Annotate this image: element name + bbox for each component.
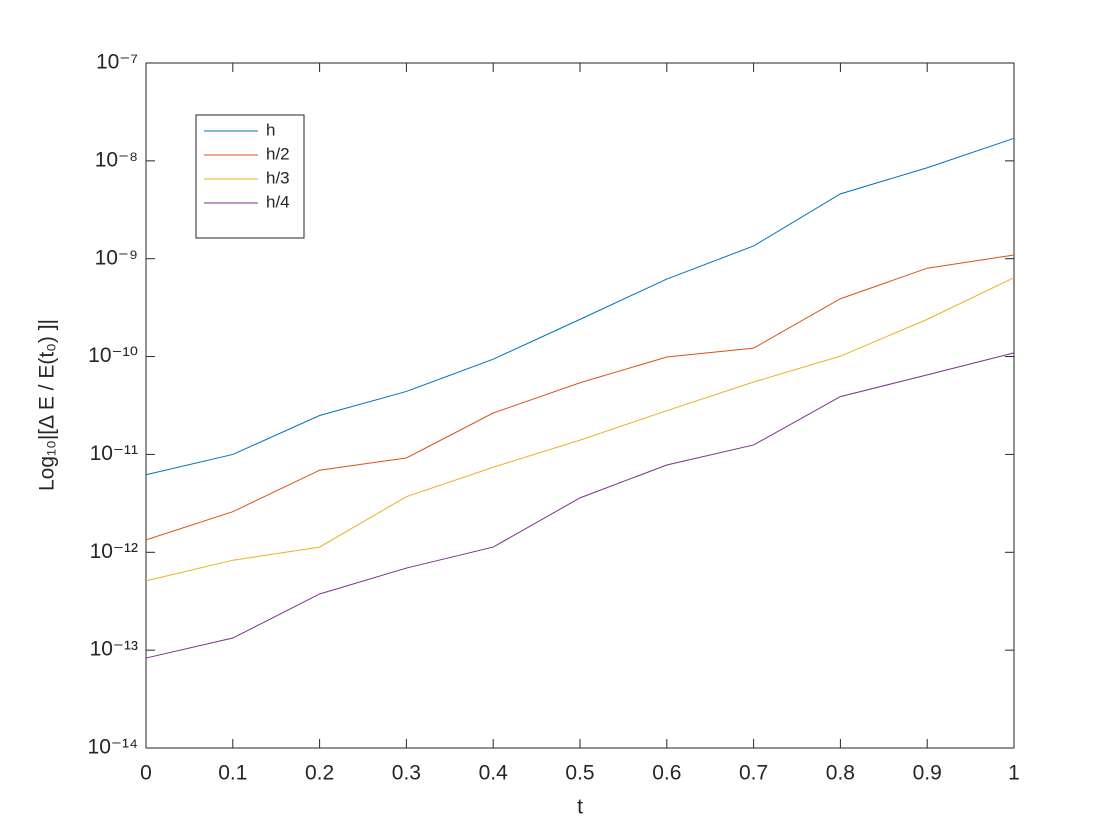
x-tick-label: 0.3 xyxy=(392,762,421,785)
x-tick-label: 0 xyxy=(140,762,152,785)
legend-label: h xyxy=(266,120,275,139)
x-tick-label: 0.2 xyxy=(305,762,334,785)
x-tick-label: 0.6 xyxy=(652,762,681,785)
x-tick-label: 0.8 xyxy=(826,762,855,785)
y-tick-label: 10⁻¹¹ xyxy=(90,442,138,465)
x-tick-label: 0.4 xyxy=(479,762,509,785)
data-line xyxy=(145,277,1015,582)
y-tick-label: 10⁻⁷ xyxy=(96,51,138,74)
x-tick-label: 0.5 xyxy=(565,762,594,785)
legend-label: h/2 xyxy=(266,144,290,163)
x-tick-label: 0.7 xyxy=(739,762,768,785)
y-tick-label: 10⁻¹³ xyxy=(90,638,138,661)
x-tick-label: 0.1 xyxy=(218,762,247,785)
y-tick-label: 10⁻¹⁴ xyxy=(88,736,138,759)
legend-box xyxy=(195,114,305,239)
legend: h h/2 h/3 h/4 xyxy=(195,114,305,239)
data-line xyxy=(145,254,1015,541)
x-axis-label: t xyxy=(577,796,583,819)
y-tick-label: 10⁻⁹ xyxy=(95,246,138,269)
data-line xyxy=(145,352,1015,659)
legend-label: h/4 xyxy=(266,192,290,211)
y-tick-label: 10⁻⁸ xyxy=(95,148,138,171)
legend-label: h/3 xyxy=(266,168,290,187)
x-tick-label: 0.9 xyxy=(913,762,942,785)
x-tick-label: 1 xyxy=(1008,762,1020,785)
data-line xyxy=(145,137,1015,476)
y-tick-label: 10⁻¹² xyxy=(90,540,138,563)
y-tick-label: 10⁻¹⁰ xyxy=(88,344,138,367)
y-axis-label: Log₁₀|[Δ E / E(t₀) ]| xyxy=(36,319,59,491)
